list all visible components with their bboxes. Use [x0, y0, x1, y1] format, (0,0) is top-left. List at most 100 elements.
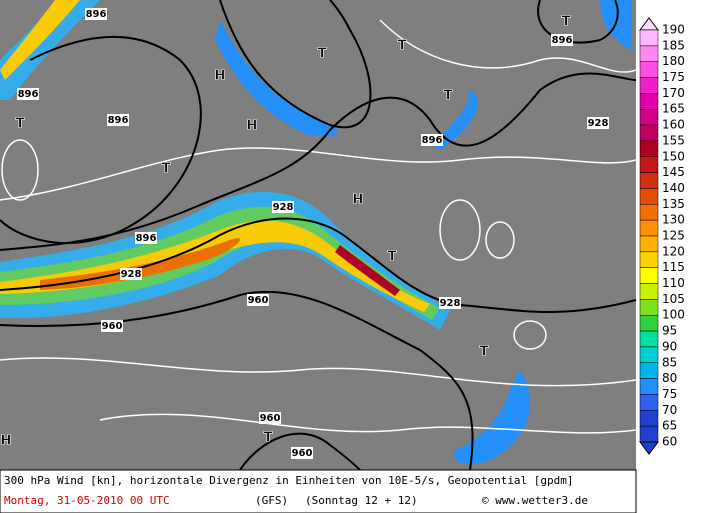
contour-label-bg — [17, 88, 39, 100]
colorbar-swatch — [639, 346, 659, 364]
contour-label-bg — [272, 201, 294, 213]
pressure-center: T — [444, 89, 453, 104]
pressure-center: T — [388, 250, 397, 265]
colorbar-swatch — [639, 45, 659, 62]
colorbar-swatch — [639, 204, 659, 221]
contour-label-bg — [120, 268, 142, 280]
colorbar-swatch — [639, 267, 659, 284]
footer-date: Montag, 31-05-2010 00 UTC — [4, 494, 170, 507]
colorbar-swatch — [639, 29, 659, 47]
colorbar-swatch — [639, 283, 659, 300]
contour-label: 960 — [248, 295, 269, 306]
colorbar-label: 165 — [662, 102, 685, 116]
colorbar-swatch — [639, 156, 659, 173]
contour-label-bg — [247, 294, 269, 306]
colorbar-swatch — [639, 330, 659, 348]
colorbar-swatch — [639, 394, 659, 411]
colorbar-label: 125 — [662, 229, 685, 243]
contour-label: 928 — [121, 269, 142, 280]
colorbar-label: 115 — [662, 260, 685, 274]
colorbar-label: 100 — [662, 308, 685, 322]
contour-label-bg — [135, 232, 157, 244]
map-labels: 896 896 896 896 896 896 928 928 928 928 960 960 960 9… — [0, 8, 609, 459]
colorbar-swatch — [639, 61, 659, 78]
pressure-center: H — [247, 119, 258, 134]
contour-label-bg — [421, 134, 443, 146]
pressure-center: H — [215, 69, 226, 84]
colorbar-label: 180 — [662, 54, 685, 68]
colorbar-swatch — [639, 251, 659, 268]
pressure-center: T — [398, 39, 407, 54]
contour-label-bg — [85, 8, 107, 20]
contour-label: 928 — [440, 298, 461, 309]
pressure-center: T — [318, 47, 327, 62]
colorbar-swatch — [639, 425, 659, 443]
colorbar-label: 90 — [662, 339, 677, 353]
footer-model: (GFS) — [255, 494, 288, 507]
colorbar-label: 175 — [662, 70, 685, 84]
colorbar-swatch — [639, 108, 659, 126]
contour-label-bg — [107, 114, 129, 126]
colorbar-label: 110 — [662, 276, 685, 290]
colorbar-swatch — [639, 299, 659, 316]
pressure-center: T — [162, 162, 171, 177]
contour-label: 960 — [260, 413, 281, 424]
contour-label: 896 — [552, 35, 573, 46]
colorbar-label: 80 — [662, 371, 677, 385]
white-contours — [0, 19, 637, 434]
colorbar-swatch — [639, 235, 659, 253]
pressure-center: T — [480, 345, 489, 360]
colorbar-label: 170 — [662, 86, 685, 100]
contour-label-bg — [101, 320, 123, 332]
colorbar-label: 120 — [662, 244, 685, 258]
colorbar-label: 140 — [662, 181, 685, 195]
colorbar-swatch — [639, 219, 659, 237]
contour-label: 928 — [273, 202, 294, 213]
pressure-center: T — [16, 117, 25, 132]
colorbar-label: 190 — [662, 23, 685, 37]
colorbar-swatch — [639, 362, 659, 379]
contour-label: 896 — [18, 89, 39, 100]
contour-label-bg — [259, 412, 281, 424]
contour-label-bg — [439, 297, 461, 309]
colorbar-label: 160 — [662, 118, 685, 132]
colorbar-label: 70 — [662, 403, 677, 417]
contour-label: 960 — [102, 321, 123, 332]
contour-label-bg — [587, 117, 609, 129]
colorbar-swatch — [639, 140, 659, 158]
colorbar-swatch — [639, 172, 659, 189]
colorbar-label: 85 — [662, 355, 677, 369]
colorbar-label: 105 — [662, 292, 685, 306]
pressure-center: T — [264, 431, 273, 446]
contour-label: 928 — [588, 118, 609, 129]
colorbar-label: 95 — [662, 324, 677, 338]
colorbar-label: 60 — [662, 435, 677, 449]
contour-label-bg — [291, 447, 313, 459]
colorbar-label: 155 — [662, 133, 685, 147]
pressure-center: H — [353, 193, 364, 208]
colorbar-swatch — [639, 77, 659, 94]
footer-description: 300 hPa Wind [kn], horizontale Divergenz… — [4, 474, 574, 487]
colorbar-label: 130 — [662, 213, 685, 227]
colorbar-label: 150 — [662, 149, 685, 163]
footer-copyright: © www.wetter3.de — [482, 494, 588, 507]
pressure-center: T — [562, 15, 571, 30]
colorbar-label: 145 — [662, 165, 685, 179]
contour-label: 960 — [292, 448, 313, 459]
colorbar-swatch — [639, 378, 659, 395]
footer-run: (Sonntag 12 + 12) — [305, 494, 418, 507]
colorbar-swatch — [639, 188, 659, 205]
pressure-center: H — [1, 434, 12, 449]
contour-label: 896 — [422, 135, 443, 146]
colorbar-label: 185 — [662, 38, 685, 52]
colorbar-label: 75 — [662, 387, 677, 401]
colorbar-bottom-arrow — [639, 441, 659, 455]
contour-label: 896 — [86, 9, 107, 20]
colorbar-swatch — [639, 410, 659, 427]
contour-label: 896 — [136, 233, 157, 244]
contour-label: 896 — [108, 115, 129, 126]
colorbar-label: 65 — [662, 419, 677, 433]
colorbar-top-arrow — [639, 17, 659, 31]
